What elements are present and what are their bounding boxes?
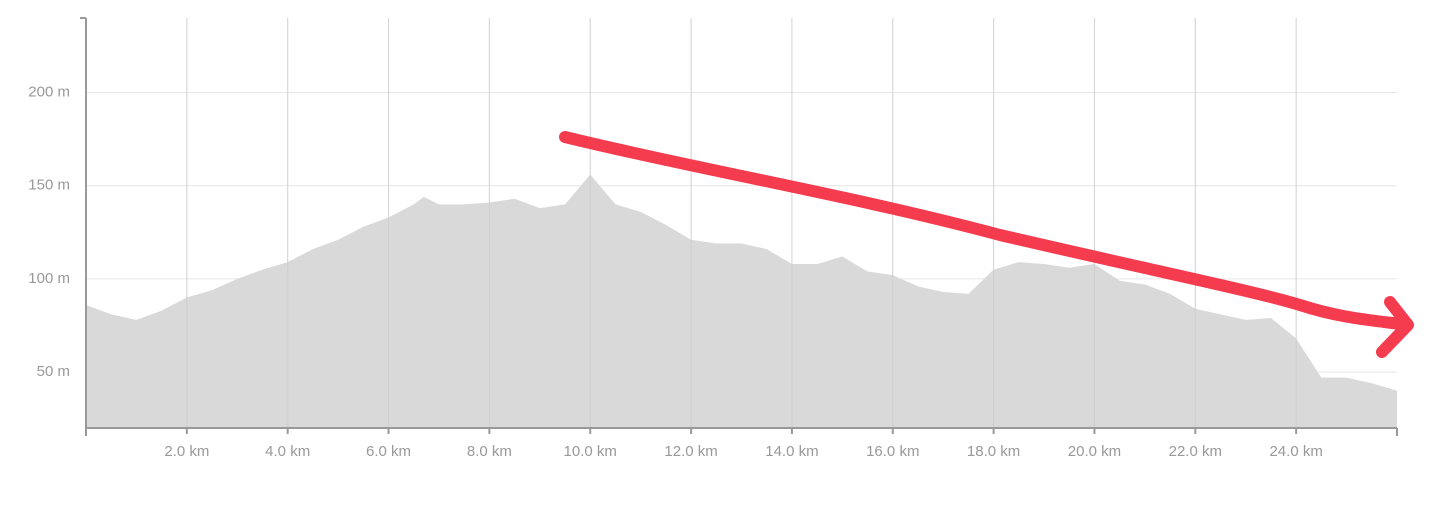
x-tick-label: 16.0 km	[866, 443, 919, 460]
x-tick-label: 20.0 km	[1068, 443, 1121, 460]
y-tick-label: 150 m	[28, 177, 70, 194]
x-tick-label: 24.0 km	[1269, 443, 1322, 460]
x-tick-label: 22.0 km	[1169, 443, 1222, 460]
x-tick-label: 6.0 km	[366, 443, 411, 460]
x-tick-label: 2.0 km	[164, 443, 209, 460]
plot: 50 m 100 m 150 m 200 m 2.0 km 4.0 km 6.0 km 8.0…	[28, 17, 1398, 460]
x-tick-label: 8.0 km	[467, 443, 512, 460]
y-tick-label: 100 m	[28, 270, 70, 287]
x-tick-label: 4.0 km	[265, 443, 310, 460]
annotation-arrow	[559, 131, 1414, 358]
x-tick-label: 18.0 km	[967, 443, 1020, 460]
x-tick-label: 14.0 km	[765, 443, 818, 460]
x-tick-label: 10.0 km	[564, 443, 617, 460]
elevation-area	[86, 174, 1397, 428]
y-tick-label: 50 m	[37, 363, 70, 380]
y-tick-label: 200 m	[28, 84, 70, 101]
x-tick-label: 12.0 km	[664, 443, 717, 460]
